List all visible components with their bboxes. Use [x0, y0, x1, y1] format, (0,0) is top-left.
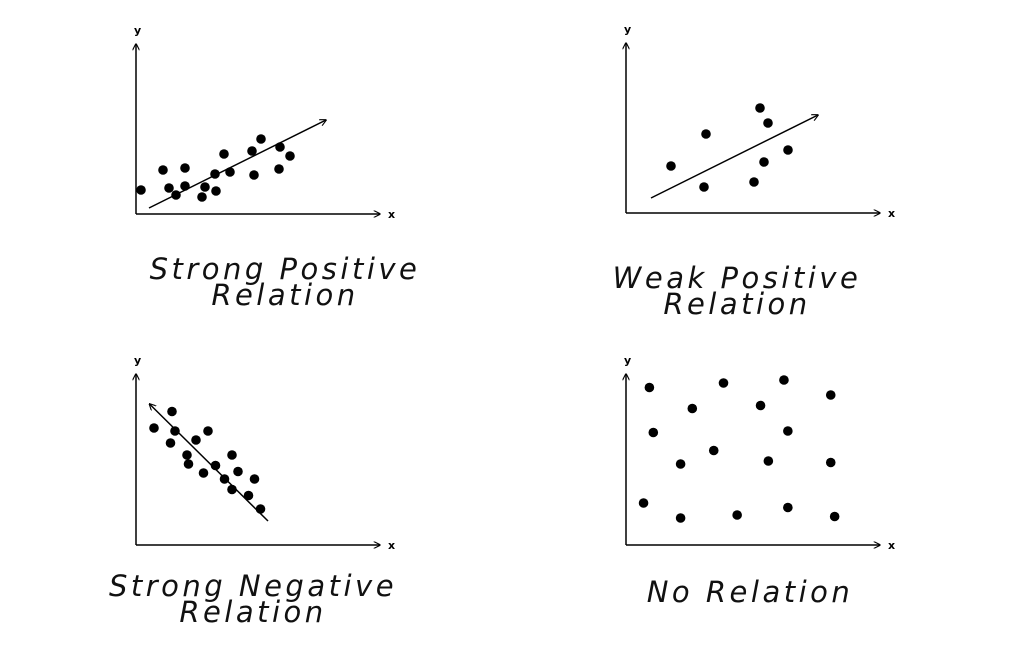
data-point: [675, 459, 686, 469]
data-point: [779, 375, 789, 385]
data-point: [243, 490, 254, 501]
data-point: [180, 181, 190, 191]
data-point: [158, 165, 168, 175]
data-point: [165, 438, 176, 448]
data-point: [170, 426, 180, 436]
data-point: [149, 423, 159, 433]
panel-caption: Strong Negative Relation: [98, 569, 408, 629]
x-axis-label: x: [888, 207, 895, 220]
data-point: [274, 164, 284, 174]
data-point: [759, 157, 769, 167]
data-point: [171, 190, 181, 200]
caption-line: No Relation: [646, 575, 854, 609]
caption-line: Relation: [179, 595, 327, 629]
data-point: [247, 146, 257, 156]
data-point: [164, 183, 174, 193]
panel-caption: No Relation: [640, 575, 860, 609]
data-point: [197, 192, 207, 202]
data-point: [275, 142, 285, 152]
data-point: [249, 170, 259, 180]
data-point: [225, 167, 235, 177]
data-point: [699, 182, 709, 192]
data-point: [219, 474, 230, 484]
caption-line: Relation: [663, 287, 811, 321]
data-point: [783, 145, 793, 155]
data-point: [198, 468, 209, 478]
data-point: [191, 435, 201, 445]
data-point: [233, 466, 243, 477]
data-point: [708, 445, 719, 456]
data-point: [732, 510, 742, 520]
y-axis-label: y: [134, 354, 141, 367]
data-point: [256, 134, 266, 144]
y-axis-label: y: [624, 354, 631, 367]
data-point: [200, 182, 210, 192]
data-point: [638, 498, 649, 508]
caption-line: Relation: [211, 278, 359, 312]
data-point: [210, 169, 220, 179]
data-point: [285, 151, 295, 161]
data-point: [825, 457, 836, 468]
panel-weak-positive: x y Weak Positive Relation: [512, 0, 1024, 322]
scatter-plot: xy: [0, 354, 395, 552]
data-point: [718, 378, 729, 388]
y-axis-label: y: [134, 24, 141, 37]
x-axis-label: x: [888, 539, 895, 552]
data-point: [210, 460, 221, 471]
panel-strong-negative: x y Strong Negative Relation: [0, 322, 512, 645]
data-point: [763, 456, 774, 466]
data-point: [180, 163, 190, 173]
panel-caption: Weak Positive Relation: [607, 261, 867, 321]
data-point: [783, 502, 793, 513]
data-point: [136, 185, 146, 195]
data-point: [255, 504, 266, 514]
data-point: [755, 400, 766, 411]
panel-strong-positive: x y Strong Positive Relation: [0, 0, 512, 322]
trend-line: [650, 115, 818, 199]
data-point: [755, 103, 765, 113]
scatter-plot: xy: [512, 23, 895, 220]
data-point: [211, 186, 221, 196]
data-point: [825, 390, 836, 400]
x-axis-label: x: [388, 539, 395, 552]
trend-line: [150, 404, 269, 522]
caption-line: Strong Positive: [149, 252, 421, 286]
data-point: [249, 474, 260, 484]
y-axis-label: y: [624, 23, 631, 36]
x-axis-label: x: [388, 208, 395, 221]
panel-caption: Strong Positive Relation: [140, 252, 430, 312]
data-point: [227, 450, 237, 460]
data-point: [687, 403, 698, 414]
data-point: [763, 118, 773, 128]
data-point: [644, 382, 655, 393]
data-point: [182, 450, 192, 460]
scatter-plot: xy: [512, 354, 895, 552]
data-point: [675, 513, 686, 523]
data-point: [749, 177, 759, 187]
data-point: [648, 427, 659, 438]
data-point: [203, 426, 213, 436]
data-point: [829, 511, 840, 522]
panel-no-relation: x y No Relation: [512, 322, 1024, 645]
data-point: [227, 484, 237, 495]
caption-line: Weak Positive: [612, 261, 862, 295]
data-point: [167, 406, 177, 417]
scatter-plot: xy: [0, 24, 395, 221]
data-point: [183, 459, 194, 469]
data-point: [701, 129, 711, 139]
caption-line: Strong Negative: [108, 569, 398, 603]
data-point: [666, 161, 676, 171]
data-point: [219, 149, 229, 159]
data-point: [783, 426, 793, 436]
